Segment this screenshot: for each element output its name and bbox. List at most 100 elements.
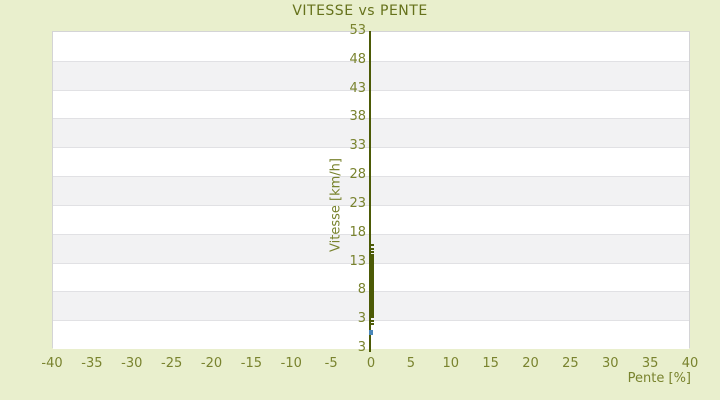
y-tick-label: 18 bbox=[349, 224, 366, 240]
vitesse-vs-pente-main-point bbox=[368, 290, 374, 293]
y-tick-label: 3 bbox=[357, 311, 366, 327]
plot-band bbox=[53, 204, 689, 234]
plot-band bbox=[53, 60, 689, 90]
plot-band bbox=[53, 89, 689, 119]
vitesse-vs-pente-main-point bbox=[368, 274, 374, 277]
vitesse-vs-pente-main-point bbox=[368, 273, 374, 276]
vitesse-vs-pente-outlier-point bbox=[369, 330, 373, 334]
vitesse-vs-pente-main-point bbox=[368, 285, 374, 288]
y-tick-label: 8 bbox=[357, 282, 366, 298]
y-tick-label: 43 bbox=[349, 80, 366, 96]
vitesse-vs-pente-main-point bbox=[368, 265, 374, 268]
vitesse-vs-pente-outlier-point bbox=[369, 332, 373, 336]
vitesse-vs-pente-main-point bbox=[368, 315, 374, 318]
vitesse-vs-pente-main-point bbox=[368, 302, 374, 305]
y-tick-label: 53 bbox=[349, 23, 366, 38]
x-tick-label: -40 bbox=[41, 356, 63, 371]
vitesse-vs-pente-main-point bbox=[368, 250, 374, 253]
vitesse-vs-pente-main-point bbox=[368, 304, 374, 307]
x-tick-label: -25 bbox=[161, 356, 183, 371]
vitesse-vs-pente-main-point bbox=[368, 276, 374, 279]
vitesse-vs-pente-main-point bbox=[368, 288, 374, 291]
vitesse-vs-pente-main-point bbox=[368, 295, 374, 298]
vitesse-vs-pente-main-point bbox=[368, 313, 374, 316]
gridline bbox=[53, 176, 689, 178]
y-tick-label: 48 bbox=[349, 51, 366, 67]
gridline bbox=[53, 89, 689, 91]
x-tick-label: 15 bbox=[482, 356, 499, 371]
vitesse-vs-pente-main-point bbox=[368, 291, 374, 294]
vitesse-vs-pente-main-point bbox=[368, 253, 374, 256]
y-tick-label: 28 bbox=[349, 167, 366, 183]
vitesse-vs-pente-main-point bbox=[368, 299, 374, 302]
vitesse-vs-pente-main-point bbox=[368, 261, 374, 264]
gridline bbox=[53, 233, 689, 235]
vitesse-vs-pente-main-point bbox=[368, 297, 374, 300]
vitesse-vs-pente-main-point bbox=[368, 262, 374, 265]
vitesse-vs-pente-main-point bbox=[368, 308, 374, 311]
vitesse-vs-pente-main-point bbox=[368, 264, 374, 266]
vitesse-vs-pente-main-point bbox=[368, 267, 374, 270]
x-tick-label: 10 bbox=[442, 356, 460, 371]
x-tick-label: 20 bbox=[522, 356, 539, 371]
vitesse-vs-pente-main-point bbox=[368, 278, 374, 281]
y-axis-line bbox=[369, 31, 371, 352]
vitesse-vs-pente-main-point bbox=[368, 283, 374, 286]
vitesse-vs-pente-main-point bbox=[368, 277, 374, 280]
vitesse-vs-pente-main-point bbox=[368, 306, 374, 309]
x-tick-label: -5 bbox=[324, 356, 338, 371]
vitesse-vs-pente-main-point bbox=[368, 258, 374, 261]
vitesse-vs-pente-main-point bbox=[368, 244, 374, 247]
plot-area bbox=[52, 31, 690, 349]
vitesse-vs-pente-main-point bbox=[368, 254, 374, 257]
vitesse-vs-pente-main-point bbox=[368, 314, 374, 317]
vitesse-vs-pente-main-point bbox=[368, 310, 374, 313]
vitesse-vs-pente-main-point bbox=[368, 307, 374, 310]
vitesse-vs-pente-main-point bbox=[368, 266, 374, 269]
vitesse-vs-pente-main-point bbox=[368, 303, 374, 306]
vitesse-vs-pente-main-point bbox=[368, 293, 374, 296]
x-tick-label: 35 bbox=[641, 356, 659, 371]
vitesse-vs-pente-main-point bbox=[368, 280, 374, 283]
vitesse-vs-pente-main-point bbox=[368, 298, 374, 301]
vitesse-vs-pente-main-point bbox=[368, 257, 374, 260]
vitesse-vs-pente-main-point bbox=[368, 292, 374, 295]
x-tick-label: 25 bbox=[562, 356, 579, 371]
plot-band bbox=[53, 147, 689, 177]
x-tick-label: -10 bbox=[280, 356, 302, 371]
vitesse-vs-pente-main-point bbox=[368, 260, 374, 263]
x-tick-label: -15 bbox=[240, 356, 262, 371]
gridline bbox=[53, 204, 689, 206]
x-tick-label: 30 bbox=[601, 356, 619, 371]
vitesse-vs-pente-main-point bbox=[368, 300, 374, 303]
vitesse-vs-pente-main-point bbox=[368, 312, 374, 315]
vitesse-vs-pente-main-point bbox=[368, 289, 374, 292]
plot-band bbox=[53, 32, 689, 61]
vitesse-vs-pente-main-point bbox=[368, 259, 374, 262]
x-tick-label: -35 bbox=[81, 356, 103, 371]
gridline bbox=[53, 147, 689, 149]
vitesse-vs-pente-main-point bbox=[368, 287, 374, 290]
chart-title: VITESSE vs PENTE bbox=[292, 3, 428, 19]
y-tick-label: 23 bbox=[349, 195, 366, 211]
x-tick-label: -30 bbox=[121, 356, 143, 371]
vitesse-vs-pente-main-point bbox=[368, 268, 374, 271]
vitesse-vs-pente-main-point bbox=[368, 296, 374, 299]
vitesse-vs-pente-main-point bbox=[368, 247, 374, 250]
vitesse-vs-pente-main-point bbox=[368, 269, 374, 272]
vitesse-vs-pente-main-point bbox=[368, 320, 374, 323]
y-tick-label: 33 bbox=[349, 138, 366, 154]
vitesse-vs-pente-main-point bbox=[368, 281, 374, 284]
vitesse-vs-pente-main-point bbox=[368, 272, 374, 275]
x-axis-title: Pente [%] bbox=[627, 371, 691, 386]
x-tick-label: -20 bbox=[200, 356, 223, 371]
x-tick-label: 40 bbox=[681, 356, 699, 371]
vitesse-vs-pente-main-point bbox=[368, 275, 374, 278]
vitesse-vs-pente-main-point bbox=[368, 284, 374, 287]
gridline bbox=[53, 118, 689, 120]
plot-band bbox=[53, 176, 689, 205]
y-tick-label: 38 bbox=[349, 109, 366, 125]
vitesse-vs-pente-main-point bbox=[368, 282, 374, 285]
vitesse-vs-pente-main-point bbox=[368, 323, 374, 326]
